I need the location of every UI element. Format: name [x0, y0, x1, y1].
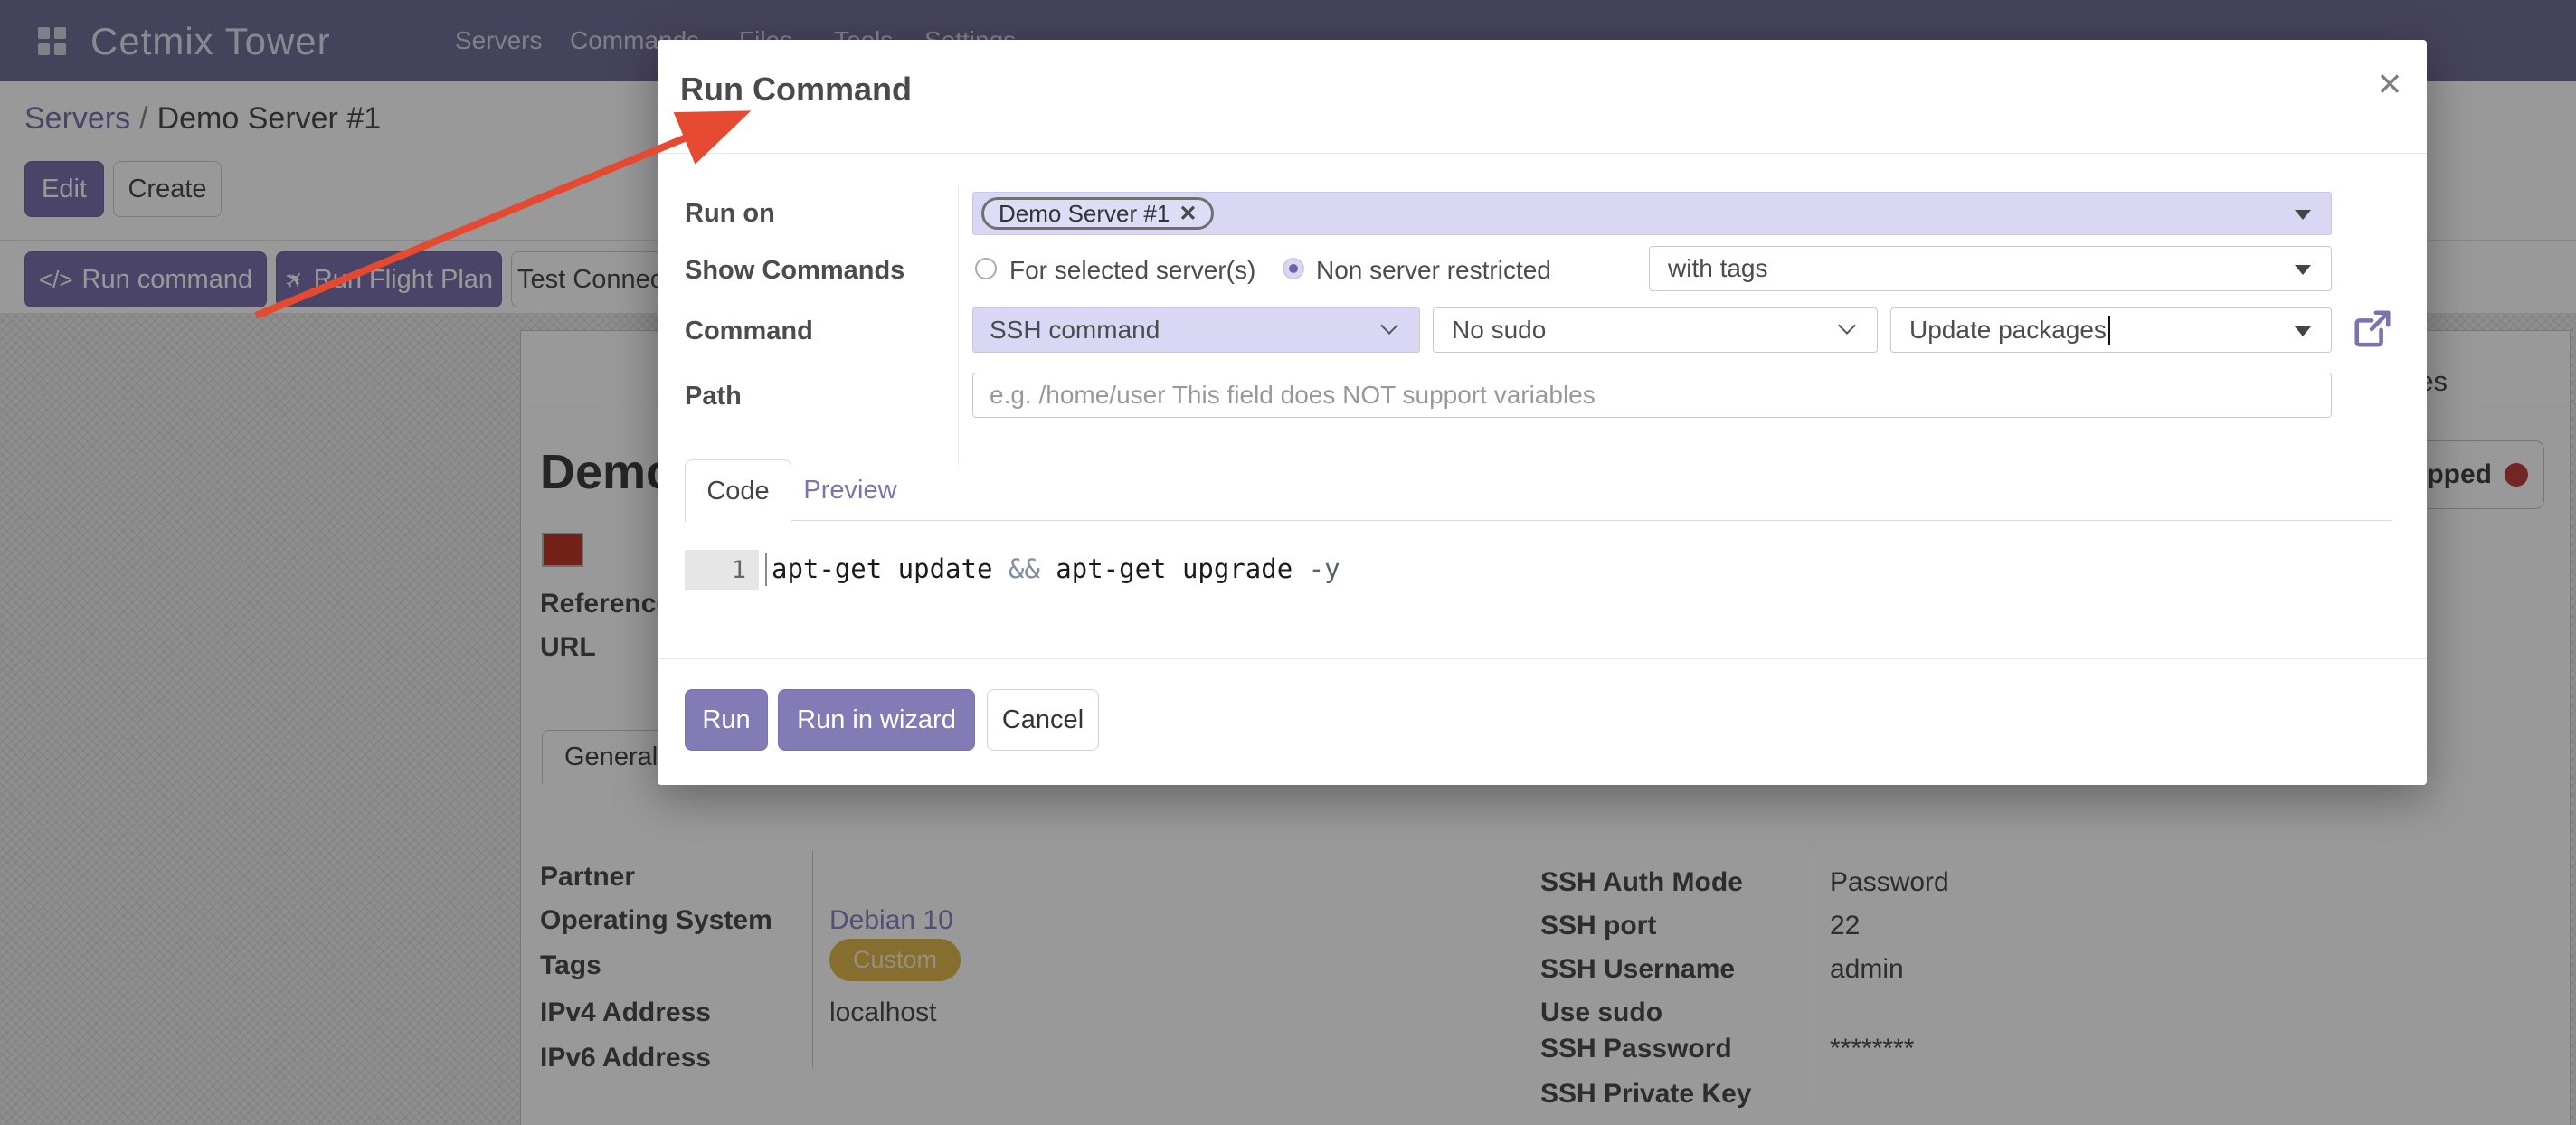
modal-title: Run Command — [680, 71, 912, 108]
sudo-select[interactable]: No sudo — [1433, 307, 1878, 353]
ipv4-label: IPv4 Address — [540, 997, 711, 1027]
modal-header-divider — [658, 153, 2427, 154]
command-type-value: SSH command — [990, 316, 1160, 344]
server-tag-label: Demo Server #1 — [999, 199, 1170, 227]
ssh-port-label: SSH port — [1540, 911, 1657, 941]
os-value[interactable]: Debian 10 — [829, 905, 953, 935]
tag-badge-custom: Custom — [829, 939, 961, 981]
reference-label: Reference — [540, 589, 672, 619]
server-tag: Demo Server #1 ✕ — [981, 197, 1215, 230]
chevron-down-icon — [1380, 317, 1398, 335]
breadcrumb-separator: / — [139, 101, 148, 136]
radio-non-server-restricted-label[interactable]: Non server restricted — [1316, 256, 1551, 284]
radio-non-server-restricted[interactable] — [1283, 258, 1304, 279]
code-icon: </> — [38, 265, 73, 293]
command-value: Update packages — [1909, 316, 2107, 344]
ssh-auth-mode-value: Password — [1830, 867, 1949, 897]
breadcrumb-servers-link[interactable]: Servers — [24, 101, 131, 136]
with-tags-value: with tags — [1668, 254, 1768, 282]
partner-label: Partner — [540, 862, 636, 892]
os-label: Operating System — [540, 905, 772, 935]
ssh-private-key-label: SSH Private Key — [1540, 1079, 1752, 1109]
code-line-number: 1 — [685, 550, 759, 590]
app-brand[interactable]: Cetmix Tower — [90, 20, 331, 62]
caret-down-icon — [2295, 265, 2311, 275]
cancel-button[interactable]: Cancel — [987, 689, 1099, 751]
ssh-password-label: SSH Password — [1540, 1034, 1732, 1064]
tab-preview[interactable]: Preview — [803, 475, 897, 505]
url-label: URL — [540, 632, 596, 662]
run-command-label: Run command — [81, 264, 253, 294]
tab-divider — [685, 520, 2392, 521]
command-label: Command — [685, 317, 813, 345]
ssh-username-label: SSH Username — [1540, 954, 1736, 984]
ipv4-value: localhost — [829, 997, 937, 1027]
ssh-password-value: ******** — [1830, 1034, 1915, 1064]
run-in-wizard-button[interactable]: Run in wizard — [778, 689, 975, 751]
run-command-button[interactable]: </> Run command — [24, 251, 267, 307]
ipv6-label: IPv6 Address — [540, 1043, 711, 1073]
with-tags-select[interactable]: with tags — [1649, 246, 2332, 291]
run-button[interactable]: Run — [685, 689, 768, 751]
modal-footer-divider — [658, 658, 2427, 659]
command-type-select[interactable]: SSH command — [972, 307, 1420, 353]
run-on-field[interactable]: Demo Server #1 ✕ — [972, 192, 2332, 235]
run-on-label: Run on — [685, 199, 775, 228]
tags-label: Tags — [540, 950, 601, 980]
color-swatch[interactable] — [542, 533, 583, 567]
left-group-separator — [812, 851, 813, 1068]
run-command-modal: Run Command × Run on Show Commands Comma… — [658, 40, 2427, 785]
chevron-down-icon — [1838, 317, 1856, 335]
caret-down-icon — [2295, 326, 2311, 336]
text-cursor — [2107, 316, 2110, 345]
radio-for-selected-servers-label[interactable]: For selected server(s) — [1009, 256, 1256, 284]
radio-for-selected-servers[interactable] — [975, 258, 997, 279]
caret-down-icon[interactable] — [2295, 210, 2311, 220]
use-sudo-label: Use sudo — [1540, 997, 1663, 1027]
show-commands-label: Show Commands — [685, 256, 905, 285]
ssh-port-value: 22 — [1830, 911, 1861, 941]
edit-button[interactable]: Edit — [24, 161, 104, 217]
sudo-value: No sudo — [1452, 316, 1547, 344]
external-link-icon[interactable] — [2352, 307, 2393, 349]
ssh-auth-mode-label: SSH Auth Mode — [1540, 867, 1743, 897]
status-dot-icon — [2505, 463, 2528, 487]
code-cursor — [765, 553, 767, 586]
ssh-username-value: admin — [1830, 954, 1904, 984]
command-select[interactable]: Update packages — [1890, 307, 2332, 353]
apps-menu-icon[interactable] — [38, 27, 66, 55]
label-column-border — [958, 186, 959, 465]
create-button[interactable]: Create — [113, 161, 222, 217]
close-icon[interactable]: × — [2377, 60, 2402, 107]
nav-item-servers[interactable]: Servers — [455, 26, 543, 54]
tab-code[interactable]: Code — [685, 459, 791, 522]
path-input[interactable] — [972, 373, 2332, 418]
remove-tag-icon[interactable]: ✕ — [1179, 201, 1198, 226]
path-label: Path — [685, 382, 742, 411]
code-line[interactable]: apt-get update && apt-get upgrade -y — [772, 553, 1340, 584]
